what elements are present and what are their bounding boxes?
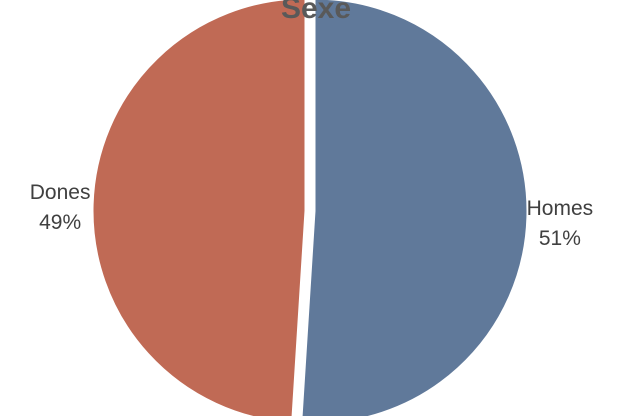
slice-value-label: 49% — [39, 211, 81, 234]
pie-slices — [92, 0, 528, 416]
pie-slice-dones — [92, 0, 306, 416]
slice-label-dones: Dones 49% — [30, 181, 91, 234]
slice-category-label: Homes — [527, 197, 594, 220]
slice-category-label: Dones — [30, 181, 91, 204]
slice-label-homes: Homes 51% — [527, 197, 594, 250]
pie-labels: Homes 51% Dones 49% — [30, 181, 593, 250]
chart-title: Sexe — [281, 0, 351, 25]
slice-value-label: 51% — [539, 227, 581, 250]
pie-slice-homes — [301, 0, 528, 416]
